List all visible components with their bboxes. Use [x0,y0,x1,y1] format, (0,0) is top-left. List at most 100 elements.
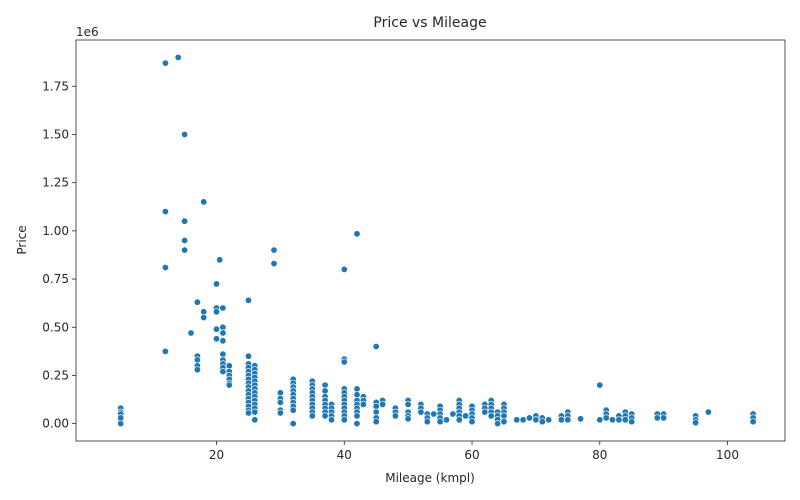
scatter-point-104 [321,381,329,389]
scatter-point-202 [525,414,533,422]
scatter-point-105 [321,387,329,395]
scatter-point-146 [372,418,380,426]
x-axis-ticks: 20 40 60 80 100 [209,441,739,462]
y-tick-label-6: 1.50 [42,127,69,141]
y-axis-ticks: 0.00 0.25 0.50 0.75 1.00 1.25 1.50 1.75 [42,79,76,431]
scatter-point-204 [532,416,540,424]
points-layer [117,53,757,428]
scatter-point-213 [577,415,585,423]
scatter-point-207 [545,416,553,424]
scatter-point-201 [519,416,527,424]
scatter-point-185 [481,408,489,416]
scatter-point-8 [161,59,169,67]
scatter-point-75 [251,408,259,416]
y-tick-label-4: 1.00 [42,224,69,238]
scatter-point-77 [270,246,278,254]
scatter-point-78 [270,260,278,268]
y-axis-label: Price [15,225,29,254]
scatter-point-17 [161,263,169,271]
scatter-point-116 [327,416,335,424]
scatter-point-231 [660,414,668,422]
scatter-point-13 [200,198,208,206]
scatter-point-162 [423,418,431,426]
x-tick-label-2: 60 [464,448,479,462]
scatter-point-214 [596,381,604,389]
scatter-point-221 [615,416,623,424]
scatter-point-81 [276,398,284,406]
x-tick-label-3: 80 [592,448,607,462]
scatter-point-48 [245,352,253,360]
scatter-point-218 [602,414,610,422]
scatter-point-194 [494,420,502,428]
scatter-point-219 [608,416,616,424]
scatter-point-117 [340,265,348,273]
y-tick-label-0: 0.00 [42,417,69,431]
scatter-point-35 [193,366,201,374]
scatter-point-15 [181,246,189,254]
scatter-point-83 [276,409,284,417]
scatter-point-169 [442,416,450,424]
scatter-point-19 [193,298,201,306]
scatter-point-62 [245,409,253,417]
scatter-point-76 [251,416,259,424]
scatter-point-156 [404,415,412,423]
scatter-point-130 [353,385,361,393]
scatter-point-137 [353,420,361,428]
scatter-point-18 [213,280,221,288]
scatter-point-26 [161,347,169,355]
scatter-point-41 [225,362,233,370]
scatter-point-9 [174,53,182,61]
scatter-point-25 [187,329,195,337]
scatter-point-215 [596,416,604,424]
scatter-point-140 [359,400,367,408]
scatter-point-177 [462,412,470,420]
scatter-point-16 [216,256,224,264]
scatter-point-47 [245,296,253,304]
scatter-point-14 [181,237,189,245]
scatter-point-103 [308,412,316,420]
scatter-point-182 [468,418,476,426]
scatter-point-234 [692,419,700,427]
scatter-point-151 [391,412,399,420]
scatter-point-111 [321,412,329,420]
x-tick-label-1: 40 [337,448,352,462]
chart-title: Price vs Mileage [373,15,486,31]
scatter-point-27 [213,325,221,333]
scatter-point-128 [340,416,348,424]
scatter-point-23 [213,308,221,316]
scatter-point-29 [219,329,227,337]
scatter-point-10 [181,131,189,139]
y-tick-label-2: 0.50 [42,320,69,334]
scatter-point-40 [219,368,227,376]
y-offset-text: 1e6 [76,25,99,39]
scatter-point-170 [449,410,457,418]
scatter-point-119 [340,358,348,366]
scatter-point-168 [436,418,444,426]
scatter-point-79 [276,389,284,397]
scatter-point-190 [487,412,495,420]
scatter-point-20 [200,308,208,316]
scatter-point-30 [213,335,221,343]
scatter-point-24 [219,304,227,312]
scatter-point-129 [353,230,361,238]
scatter-point-229 [653,414,661,422]
scatter-point-144 [372,408,380,416]
scatter-point-31 [219,337,227,345]
x-tick-label-4: 100 [716,448,739,462]
scatter-point-176 [455,416,463,424]
y-tick-label-3: 0.75 [42,272,69,286]
y-tick-label-5: 1.25 [42,176,69,190]
scatter-point-153 [404,400,412,408]
scatter-point-92 [289,406,297,414]
scatter-point-21 [200,314,208,322]
scatter-point-131 [353,391,361,399]
x-axis-label: Mileage (kmpl) [385,471,475,485]
scatter-point-36 [219,350,227,358]
scatter-point-235 [704,408,712,416]
scatter-point-159 [417,408,425,416]
scatter-point-141 [372,342,380,350]
scatter-point-206 [538,418,546,426]
scatter-point-224 [621,416,629,424]
y-tick-label-1: 0.25 [42,368,69,382]
